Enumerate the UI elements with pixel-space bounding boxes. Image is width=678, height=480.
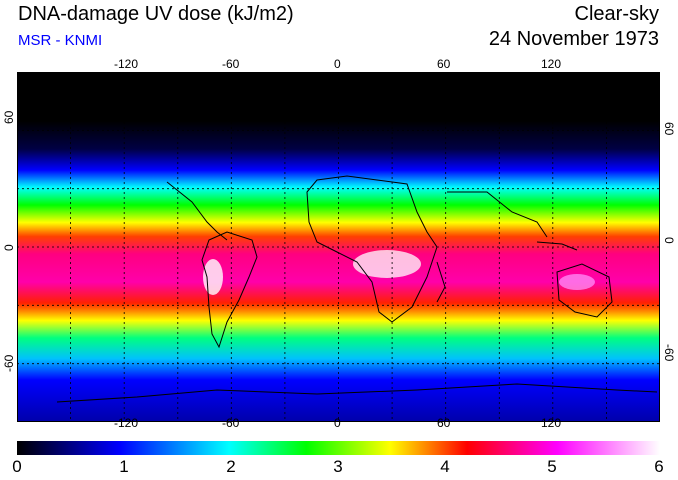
colorbar-label: 1 (119, 457, 129, 476)
colorbar-label: 0 (12, 457, 22, 476)
lon-tick-top: 120 (541, 57, 562, 71)
lon-tick-bottom: 0 (334, 416, 341, 430)
lon-tick-top: -60 (222, 57, 240, 71)
andes-hotspot (203, 259, 223, 295)
lat-tick-left: -60 (2, 354, 16, 372)
colorbar-label: 6 (654, 457, 664, 476)
lon-tick-bottom: 120 (541, 416, 562, 430)
lat-tick-right: -60 (662, 344, 676, 362)
lat-tick-left: 0 (2, 244, 16, 251)
colorbar-label: 3 (333, 457, 343, 476)
africa-hotspot (353, 250, 421, 278)
coastlines (56, 175, 658, 403)
lon-tick-bottom: 60 (437, 416, 451, 430)
colorbar-gradient (17, 441, 660, 455)
map-date: 24 November 1973 (488, 28, 659, 50)
australia-hotspot (559, 274, 595, 290)
lon-tick-top: 0 (334, 57, 341, 71)
lon-tick-top: 60 (437, 57, 451, 71)
sky-condition: Clear-sky (574, 3, 659, 25)
lat-tick-left: 60 (2, 110, 16, 124)
colorbar-label: 4 (440, 457, 450, 476)
lat-tick-right: 60 (662, 122, 676, 136)
graticule (17, 72, 660, 422)
source-label: MSR - KNMI (18, 32, 103, 49)
colorbar-label: 5 (547, 457, 557, 476)
lon-tick-bottom: -60 (222, 416, 240, 430)
lon-tick-top: -120 (114, 57, 139, 71)
lon-tick-bottom: -120 (114, 416, 139, 430)
lat-tick-right: 0 (662, 237, 676, 244)
uv-dose-map (17, 72, 660, 422)
map-frame (17, 72, 660, 422)
map-title: DNA-damage UV dose (kJ/m2) (18, 3, 294, 25)
colorbar-label: 2 (226, 457, 236, 476)
colorbar (17, 441, 660, 455)
